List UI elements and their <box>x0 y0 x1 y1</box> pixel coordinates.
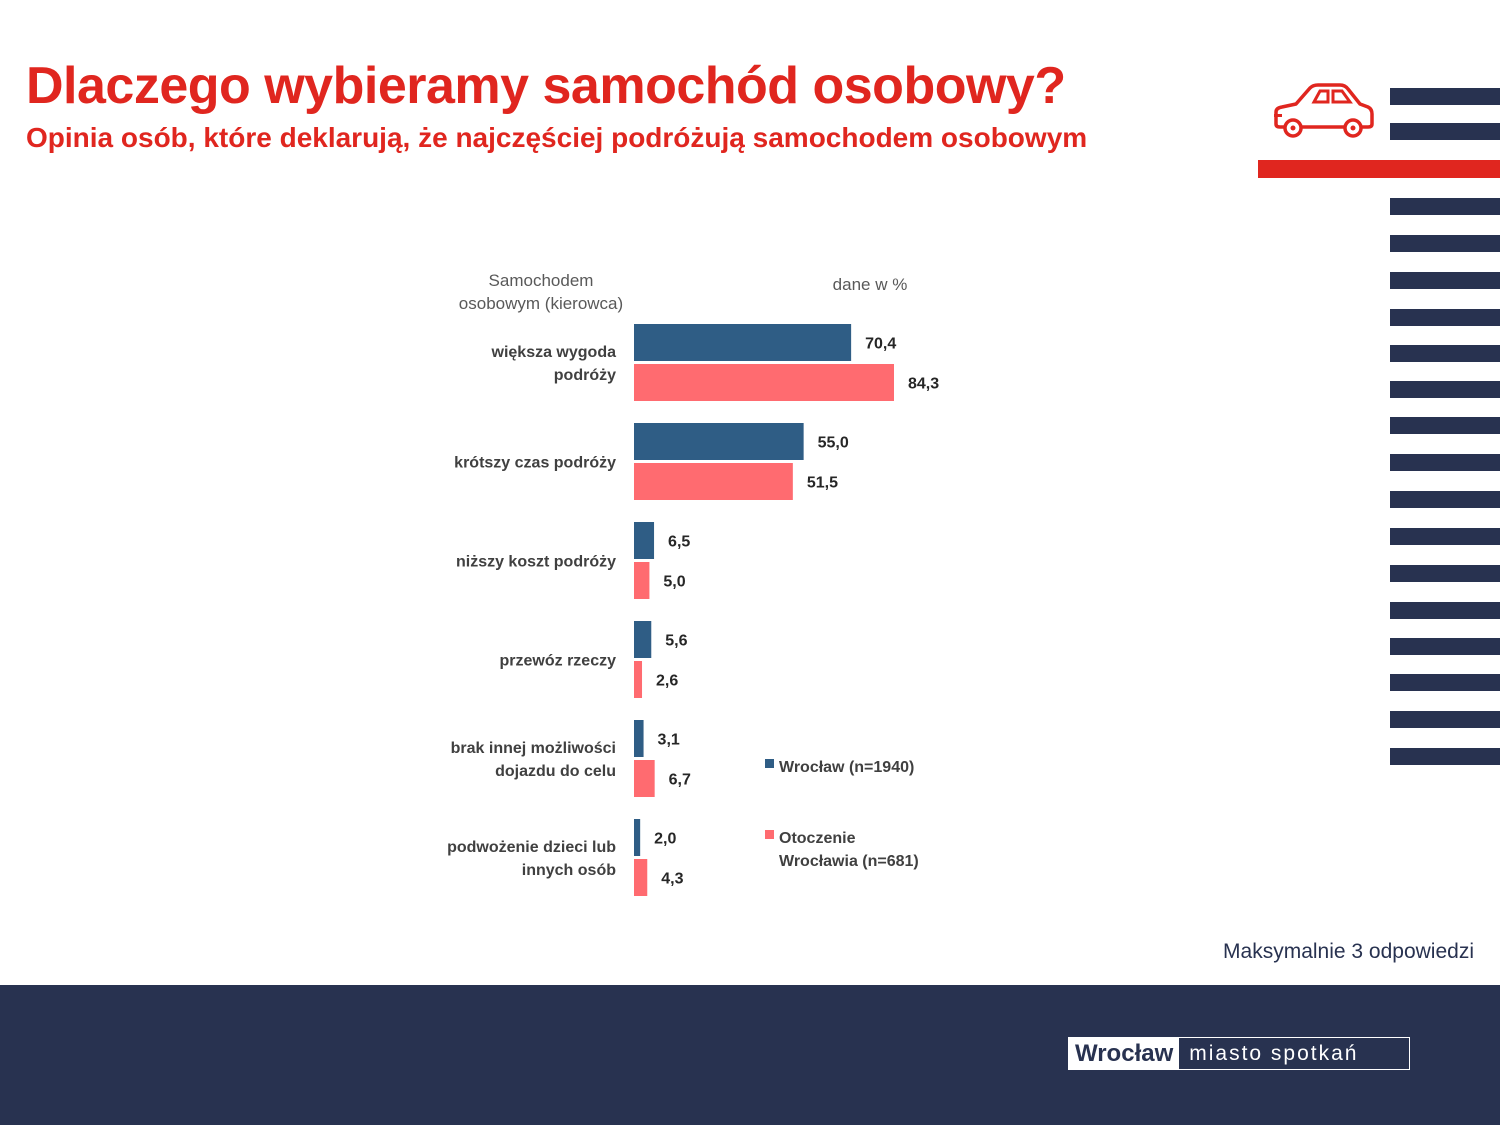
data-label: 5,6 <box>665 633 687 650</box>
bar-otoczenie <box>634 562 650 599</box>
decor-stripe <box>1390 123 1500 140</box>
decor-stripe <box>1390 748 1500 765</box>
unit-note: dane w % <box>833 275 908 294</box>
data-label: 5,0 <box>663 574 685 591</box>
data-label: 6,7 <box>669 772 691 789</box>
decor-stripe <box>1390 198 1500 215</box>
bar-otoczenie <box>634 760 655 797</box>
car-icon <box>1274 83 1374 138</box>
decor-stripe <box>1390 309 1500 326</box>
logo-city-name: Wrocław <box>1069 1038 1180 1069</box>
category-header: osobowym (kierowca) <box>459 294 623 313</box>
logo-slogan: miasto spotkań <box>1189 1041 1359 1065</box>
legend-swatch <box>765 759 774 768</box>
decor-stripe <box>1390 491 1500 508</box>
city-logo: Wrocław miasto spotkań <box>1068 1037 1410 1070</box>
data-label: 6,5 <box>668 534 690 551</box>
decor-stripe <box>1390 565 1500 582</box>
category-label: przewóz rzeczy <box>500 653 617 670</box>
bar-otoczenie <box>634 859 648 896</box>
page-title: Dlaczego wybieramy samochód osobowy? <box>26 57 1066 115</box>
data-label: 2,6 <box>656 673 678 690</box>
legend-label: Wrocławia (n=681) <box>779 853 919 870</box>
decor-stripe <box>1390 417 1500 434</box>
decor-stripe <box>1390 345 1500 362</box>
footer-band <box>0 985 1500 1125</box>
data-label: 55,0 <box>818 435 849 452</box>
decor-stripe <box>1390 235 1500 252</box>
decor-stripe <box>1390 454 1500 471</box>
category-label: podróży <box>554 367 616 384</box>
decor-stripe <box>1390 381 1500 398</box>
decor-stripe <box>1390 711 1500 728</box>
bar-wroclaw <box>634 324 852 361</box>
data-label: 51,5 <box>807 475 838 492</box>
data-label: 70,4 <box>865 336 896 353</box>
decor-stripe <box>1390 602 1500 619</box>
legend-label: Otoczenie <box>779 830 856 847</box>
decor-stripe <box>1390 638 1500 655</box>
legend-label: Wrocław (n=1940) <box>779 759 914 776</box>
decor-stripe <box>1390 674 1500 691</box>
legend-swatch <box>765 830 774 839</box>
answers-note: Maksymalnie 3 odpowiedzi <box>1223 940 1474 963</box>
bar-otoczenie <box>634 463 793 500</box>
bar-wroclaw <box>634 819 641 856</box>
data-label: 2,0 <box>654 831 676 848</box>
decor-stripe <box>1390 528 1500 545</box>
bar-otoczenie <box>634 661 643 698</box>
decor-stripe <box>1390 272 1500 289</box>
decor-stripe <box>1390 88 1500 105</box>
data-label: 84,3 <box>908 376 939 393</box>
category-label: większa wygoda <box>491 344 617 361</box>
bar-wroclaw <box>634 423 804 460</box>
category-label: innych osób <box>522 862 616 879</box>
category-label: podwożenie dzieci lub <box>447 839 616 856</box>
category-label: brak innej możliwości <box>451 740 616 757</box>
accent-red-bar <box>1258 160 1500 178</box>
bar-wroclaw <box>634 720 644 757</box>
page-subtitle: Opinia osób, które deklarują, że najczęś… <box>26 122 1088 153</box>
data-label: 3,1 <box>658 732 680 749</box>
category-label: krótszy czas podróży <box>454 455 616 472</box>
bar-chart: Samochodem osobowym (kierowca) dane w % wię… <box>447 271 939 896</box>
bar-wroclaw <box>634 522 655 559</box>
bar-wroclaw <box>634 621 652 658</box>
category-label: niższy koszt podróży <box>456 554 616 571</box>
category-label: dojazdu do celu <box>495 763 616 780</box>
data-label: 4,3 <box>661 871 683 888</box>
bar-otoczenie <box>634 364 894 401</box>
category-header: Samochodem <box>489 271 594 290</box>
